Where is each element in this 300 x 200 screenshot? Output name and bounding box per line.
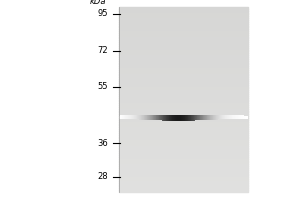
Text: 55: 55 [98,82,108,91]
Text: 36: 36 [97,139,108,148]
Text: 28: 28 [98,172,108,181]
Text: 95: 95 [98,9,108,18]
Text: 72: 72 [98,46,108,55]
Text: kDa: kDa [90,0,106,6]
